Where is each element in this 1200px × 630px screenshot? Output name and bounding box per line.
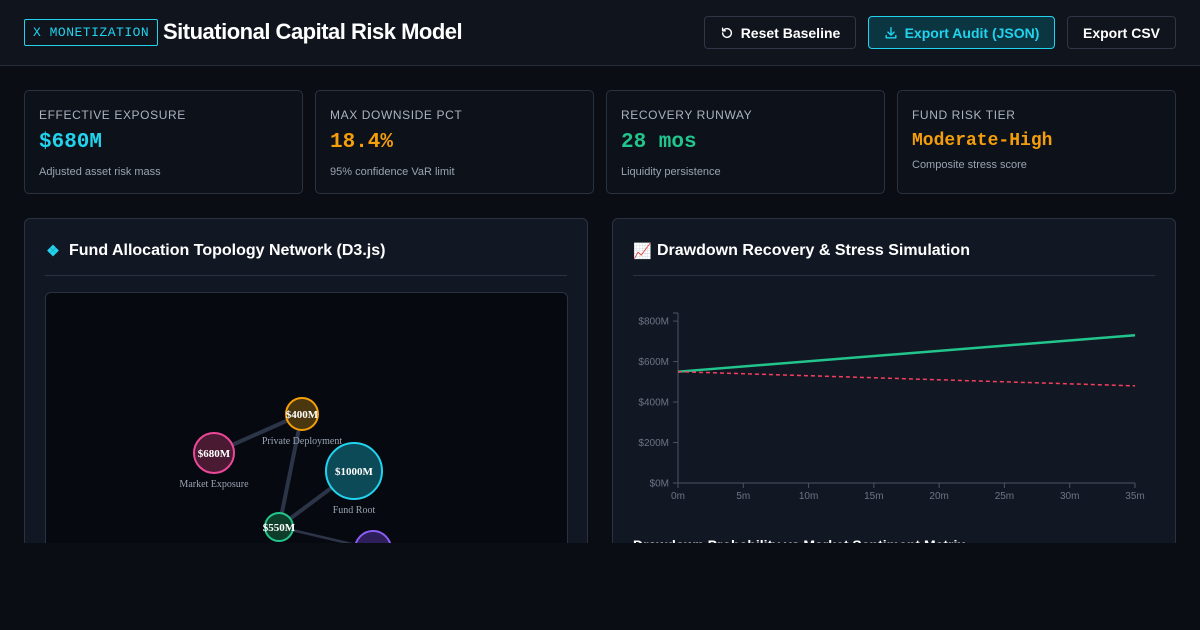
x-ticks: 0m 5m 10m 15m 20m 25m 30m 35m — [671, 483, 1145, 502]
kpi-value: Moderate-High — [912, 131, 1053, 151]
x-axis: 0m 5m 10m 15m 20m 25m 30m 35m — [671, 482, 1145, 502]
x-tick-label: 0m — [671, 491, 685, 502]
export-csv-button[interactable]: Export CSV — [1067, 16, 1176, 49]
drawdown-chart[interactable]: $0M $200M $400M $600M $800M 0m 5m 10m 15m 20m 25m… — [613, 299, 1176, 519]
reset-baseline-label: Reset Baseline — [740, 24, 841, 41]
x-tick-label: 15m — [864, 491, 883, 502]
monetization-badge: X MONETIZATION — [24, 19, 159, 46]
kpi-card-recovery-runway: Recovery Runway 28 mos Liquidity persist… — [606, 90, 885, 194]
stress-simulation-panel: 📈 Drawdown Recovery & Stress Simulation … — [612, 218, 1176, 558]
node-value: $400M — [286, 409, 319, 421]
network-graph[interactable]: $1000M Fund Root $400M Private Deploymen… — [46, 293, 569, 558]
kpi-subtext: 95% confidence VaR limit — [330, 166, 455, 178]
download-icon — [885, 26, 897, 39]
kpi-label: Fund Risk Tier — [912, 108, 1016, 122]
kpi-value: 28 mos — [621, 131, 697, 154]
reset-baseline-button[interactable]: Reset Baseline — [704, 16, 856, 49]
chart-panel-title: 📈 Drawdown Recovery & Stress Simulation — [633, 242, 970, 260]
kpi-card-max-downside: Max Downside PCT 18.4% 95% confidence Va… — [315, 90, 594, 194]
y-axis: $0M $200M $400M $600M $800M — [638, 312, 679, 490]
node-fund-root[interactable]: $1000M Fund Root — [325, 442, 383, 516]
page-title: Situational Capital Risk Model — [163, 19, 463, 44]
refresh-icon — [721, 26, 732, 38]
node-label: Market Exposure — [179, 479, 249, 490]
recovery-series-line — [677, 334, 1136, 373]
x-tick-label: 35m — [1125, 491, 1144, 502]
network-panel-title: ❖ Fund Allocation Topology Network (D3.j… — [45, 242, 385, 260]
kpi-card-effective-exposure: Effective Exposure $680M Adjusted asset … — [24, 90, 303, 194]
page-bottom-area — [0, 543, 1200, 630]
kpi-label: Recovery Runway — [621, 108, 753, 122]
y-ticks: $0M $200M $400M $600M $800M — [638, 317, 678, 490]
node-value: $550M — [263, 522, 296, 534]
chart-panel-title-text: Drawdown Recovery & Stress Simulation — [657, 242, 970, 259]
node-value: $680M — [198, 448, 231, 460]
kpi-card-fund-risk-tier: Fund Risk Tier Moderate-High Composite s… — [897, 90, 1176, 194]
network-panel-title-text: Fund Allocation Topology Network (D3.js) — [69, 242, 386, 259]
divider — [45, 275, 567, 276]
stress-series-line — [677, 370, 1136, 387]
node-market-exposure[interactable]: $680M Market Exposure — [179, 432, 249, 490]
y-tick-label: $200M — [638, 438, 669, 449]
series-lines — [677, 334, 1136, 387]
export-csv-label: Export CSV — [1082, 24, 1160, 41]
kpi-subtext: Liquidity persistence — [621, 166, 721, 178]
x-tick-label: 10m — [799, 491, 818, 502]
kpi-subtext: Composite stress score — [912, 159, 1027, 171]
network-panel: ❖ Fund Allocation Topology Network (D3.j… — [24, 218, 588, 558]
node-value: $1000M — [335, 466, 374, 478]
node-label: Private Deployment — [262, 436, 342, 447]
edge-private-mid — [277, 413, 304, 528]
kpi-subtext: Adjusted asset risk mass — [39, 166, 161, 178]
y-tick-label: $0M — [650, 479, 669, 490]
node-label: Fund Root — [333, 505, 376, 516]
node-private-deployment[interactable]: $400M Private Deployment — [262, 397, 342, 447]
node-mid[interactable]: $550M — [263, 512, 296, 542]
x-tick-label: 20m — [929, 491, 948, 502]
export-audit-json-label: Export Audit (JSON) — [904, 24, 1040, 41]
divider — [633, 275, 1155, 276]
app-header: X MONETIZATION Situational Capital Risk … — [0, 0, 1200, 66]
network-canvas[interactable]: $1000M Fund Root $400M Private Deploymen… — [45, 292, 569, 558]
kpi-value: $680M — [39, 131, 103, 154]
x-tick-label: 5m — [736, 491, 750, 502]
x-tick-label: 25m — [995, 491, 1014, 502]
export-audit-json-button[interactable]: Export Audit (JSON) — [868, 16, 1055, 49]
chart-increasing-icon: 📈 — [633, 243, 652, 260]
y-tick-label: $600M — [638, 357, 669, 368]
kpi-label: Effective Exposure — [39, 108, 186, 122]
y-tick-label: $800M — [638, 317, 669, 328]
y-tick-label: $400M — [638, 398, 669, 409]
x-tick-label: 30m — [1060, 491, 1079, 502]
diamond-icon: ❖ — [46, 243, 60, 260]
kpi-value: 18.4% — [330, 131, 394, 154]
kpi-label: Max Downside PCT — [330, 108, 463, 122]
